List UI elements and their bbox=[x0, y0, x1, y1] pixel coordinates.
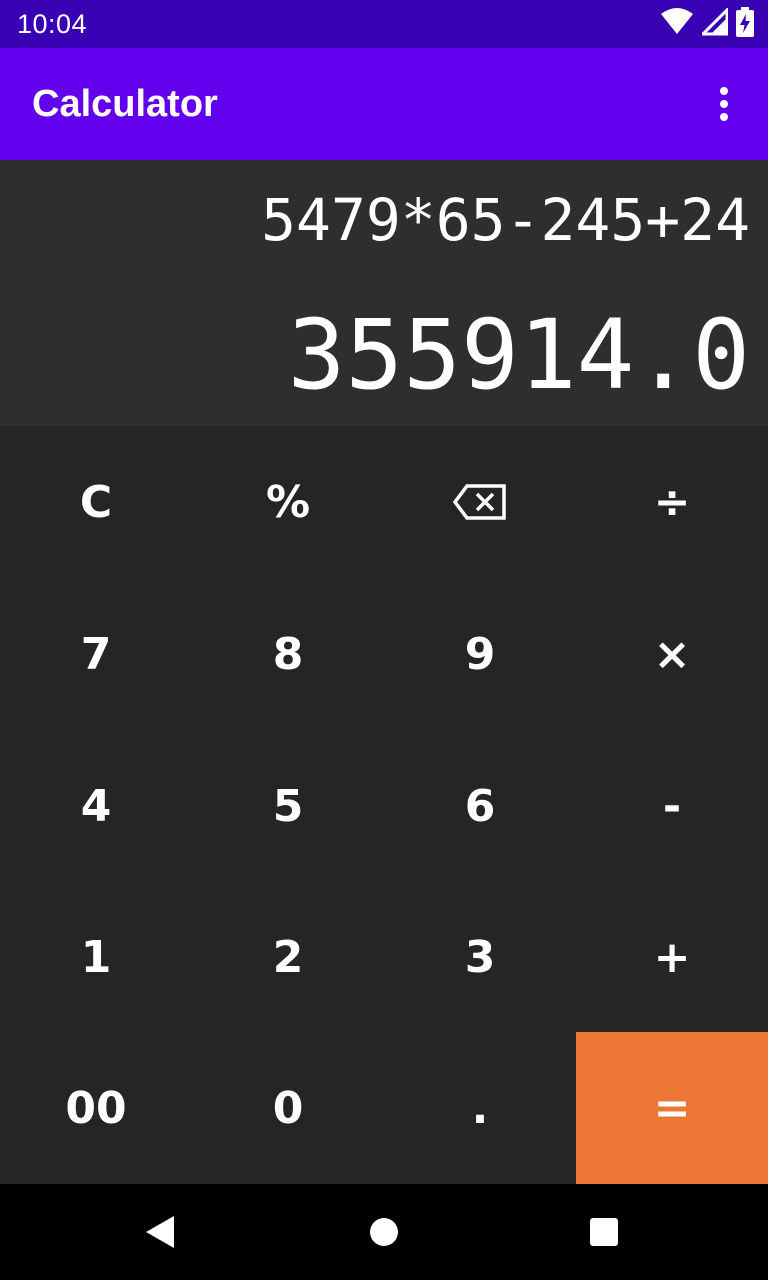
expression-text: 5479*65-245+24 bbox=[261, 186, 750, 254]
more-vert-icon bbox=[720, 87, 728, 121]
multiply-button[interactable]: × bbox=[653, 628, 691, 680]
clear-button[interactable]: C bbox=[79, 476, 113, 528]
app-title: Calculator bbox=[32, 82, 218, 125]
digit-1-button[interactable]: 1 bbox=[80, 931, 112, 983]
digit-9-button[interactable]: 9 bbox=[464, 628, 496, 680]
recents-icon bbox=[590, 1218, 618, 1246]
app-bar: Calculator bbox=[0, 48, 768, 160]
signal-icon bbox=[699, 6, 729, 40]
backspace-icon bbox=[453, 484, 506, 520]
add-button[interactable]: + bbox=[653, 931, 691, 983]
digit-6-button[interactable]: 6 bbox=[464, 780, 496, 832]
digit-5-button[interactable]: 5 bbox=[272, 780, 304, 832]
status-icons bbox=[660, 6, 754, 41]
keypad: C % ÷ 7 8 9 × 4 5 6 - 1 2 3 + 00 0 . = bbox=[0, 426, 768, 1184]
subtract-button[interactable]: - bbox=[662, 780, 682, 832]
digit-7-button[interactable]: 7 bbox=[80, 628, 112, 680]
decimal-button[interactable]: . bbox=[471, 1082, 489, 1134]
result-text: 355914.0 bbox=[287, 299, 750, 411]
backspace-button[interactable] bbox=[384, 426, 576, 578]
double-zero-button[interactable]: 00 bbox=[65, 1082, 127, 1134]
digit-4-button[interactable]: 4 bbox=[80, 780, 112, 832]
divide-button[interactable]: ÷ bbox=[653, 476, 691, 528]
battery-charging-icon bbox=[736, 7, 754, 41]
status-bar: 10:04 bbox=[0, 0, 768, 48]
back-button[interactable] bbox=[132, 1204, 188, 1260]
status-time: 10:04 bbox=[17, 8, 88, 39]
digit-8-button[interactable]: 8 bbox=[272, 628, 304, 680]
equals-button[interactable]: = bbox=[576, 1032, 768, 1184]
more-options-button[interactable] bbox=[704, 76, 744, 132]
navigation-bar bbox=[0, 1184, 768, 1280]
wifi-icon bbox=[660, 8, 694, 40]
digit-2-button[interactable]: 2 bbox=[272, 931, 304, 983]
home-icon bbox=[370, 1218, 398, 1246]
digit-3-button[interactable]: 3 bbox=[464, 931, 496, 983]
calculator-display: 5479*65-245+24 355914.0 bbox=[0, 160, 768, 426]
digit-0-button[interactable]: 0 bbox=[272, 1082, 304, 1134]
recents-button[interactable] bbox=[576, 1204, 632, 1260]
percent-button[interactable]: % bbox=[265, 476, 311, 528]
home-button[interactable] bbox=[356, 1204, 412, 1260]
back-icon bbox=[146, 1216, 174, 1248]
